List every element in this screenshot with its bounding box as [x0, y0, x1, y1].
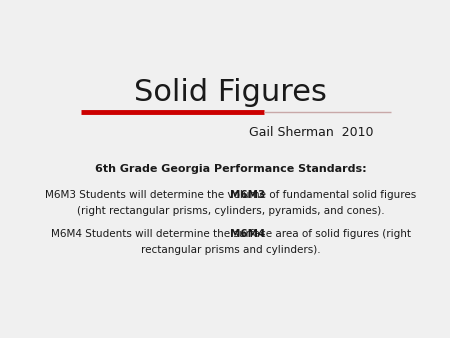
Text: (right rectangular prisms, cylinders, pyramids, and cones).: (right rectangular prisms, cylinders, py…	[77, 206, 384, 216]
Text: Gail Sherman  2010: Gail Sherman 2010	[248, 126, 373, 140]
Text: 6th Grade Georgia Performance Standards:: 6th Grade Georgia Performance Standards:	[95, 164, 366, 174]
Text: M6M3: M6M3	[230, 190, 266, 200]
Text: M6M4: M6M4	[230, 230, 266, 239]
Text: Solid Figures: Solid Figures	[134, 78, 327, 107]
Text: M6M4 Students will determine the surface area of solid figures (right: M6M4 Students will determine the surface…	[50, 230, 410, 239]
Text: rectangular prisms and cylinders).: rectangular prisms and cylinders).	[141, 245, 320, 255]
Text: M6M3 Students will determine the volume of fundamental solid figures: M6M3 Students will determine the volume …	[45, 190, 416, 200]
